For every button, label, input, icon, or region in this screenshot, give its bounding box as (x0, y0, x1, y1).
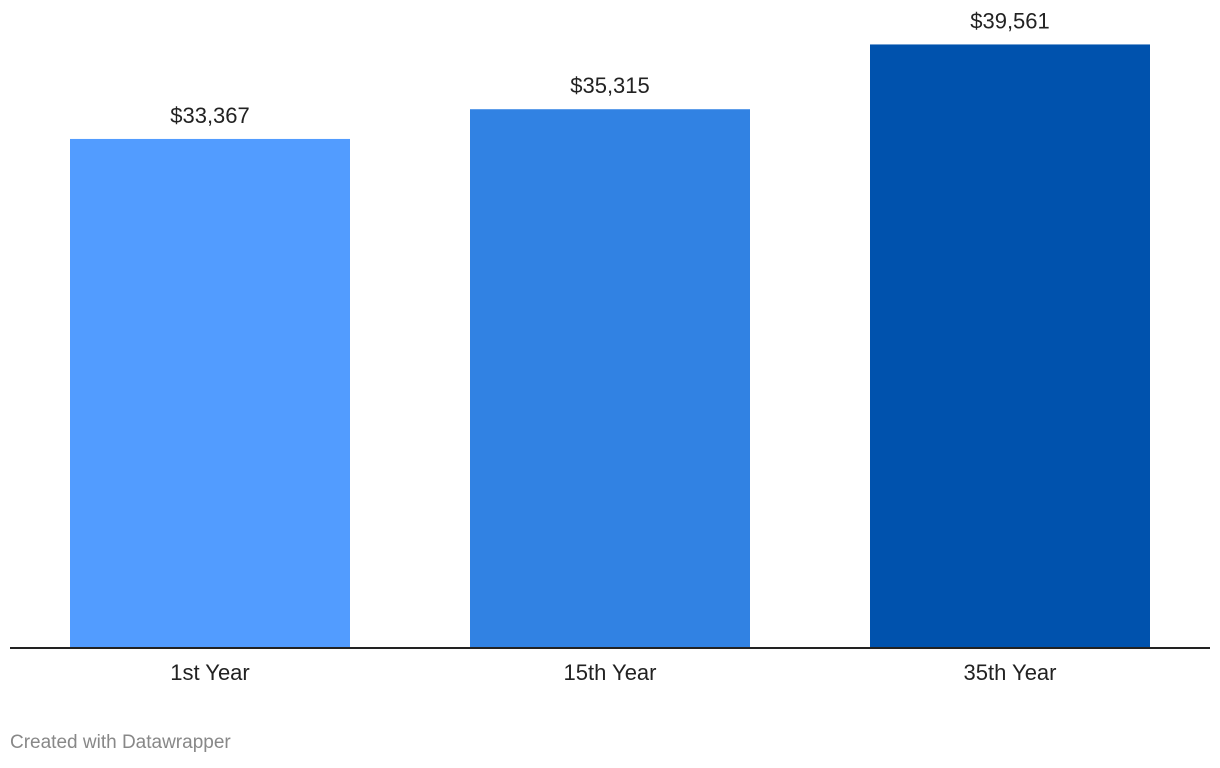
value-label-3: $39,561 (970, 8, 1050, 33)
x-tick-label-2: 15th Year (564, 660, 657, 685)
value-label-1: $33,367 (170, 103, 250, 128)
bars-group (70, 44, 1150, 648)
datawrapper-credit: Created with Datawrapper (10, 732, 231, 753)
x-tick-label-1: 1st Year (170, 660, 250, 685)
x-tick-label-3: 35th Year (964, 660, 1057, 685)
bar-2 (470, 109, 750, 648)
value-labels-group: $33,367 $35,315 $39,561 (170, 8, 1050, 127)
bar-1 (70, 138, 350, 648)
x-tick-labels-group: 1st Year 15th Year 35th Year (170, 660, 1056, 685)
bar-3 (870, 44, 1150, 648)
value-label-2: $35,315 (570, 73, 650, 98)
